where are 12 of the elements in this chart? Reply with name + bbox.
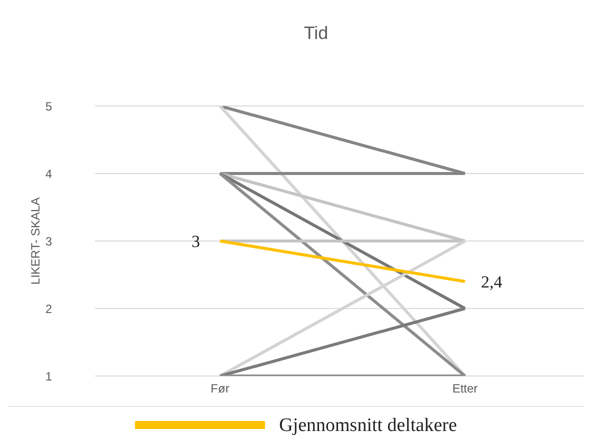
- y-tick-label: 3: [45, 234, 52, 248]
- data-label: 3: [192, 232, 200, 251]
- x-tick-label: Etter: [452, 382, 478, 396]
- data-label: 2,4: [481, 272, 503, 292]
- y-tick-label: 5: [45, 99, 52, 114]
- y-tick-label: 4: [45, 166, 52, 181]
- text: Gjennomsnitt deltakere: [279, 415, 457, 437]
- x-tick-label: Før: [210, 382, 230, 396]
- y-axis-title: LIKERT- SKALA: [28, 197, 42, 285]
- chart-title: Tid: [302, 22, 330, 44]
- y-tick-label: 2: [45, 302, 52, 316]
- y-tick-label: 1: [45, 369, 52, 384]
